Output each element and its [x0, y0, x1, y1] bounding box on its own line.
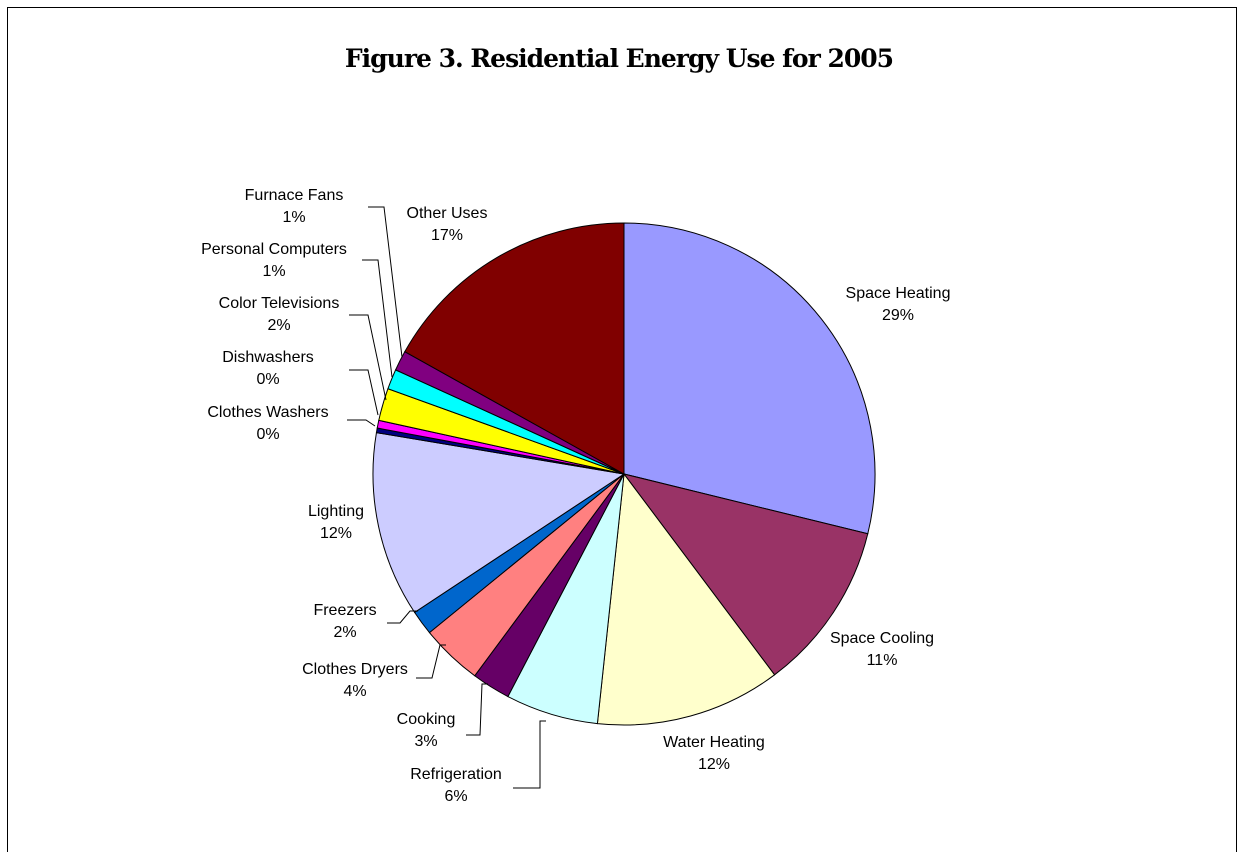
leader-line-dishwashers [349, 369, 379, 416]
slice-label-color-televisions: Color Televisions 2% [219, 295, 340, 334]
leader-line-clothes-dryers [416, 644, 446, 679]
slice-label-cooking: Cooking 3% [397, 711, 456, 750]
slice-label-space-cooling: Space Cooling 11% [830, 630, 934, 669]
pie-slice-water-heating [596, 472, 776, 726]
slice-label-lighting: Lighting 12% [308, 503, 364, 542]
slice-label-refrigeration: Refrigeration 6% [410, 766, 502, 805]
leader-line-freezers [387, 610, 418, 624]
pie-slice-space-heating [623, 222, 876, 535]
leader-line-refrigeration [513, 720, 546, 789]
slice-label-clothes-washers: Clothes Washers 0% [207, 404, 328, 443]
pie-slice-other-uses [404, 222, 625, 475]
chart-title: Figure 3. Residential Energy Use for 200… [344, 44, 894, 73]
slice-label-dishwashers: Dishwashers 0% [222, 349, 314, 388]
leader-line-clothes-washers [347, 419, 376, 427]
leader-line-color-televisions [349, 314, 387, 401]
slice-label-space-heating: Space Heating 29% [846, 285, 951, 324]
slice-label-clothes-dryers: Clothes Dryers 4% [302, 661, 408, 700]
pie-slice-lighting [372, 432, 626, 614]
pie-slice-space-cooling [622, 473, 869, 676]
leader-line-furnace-fans [368, 206, 403, 358]
leader-line-personal-computers [362, 259, 393, 378]
slice-label-personal-computers: Personal Computers 1% [201, 241, 347, 280]
leader-line-cooking [466, 683, 488, 736]
slice-label-furnace-fans: Furnace Fans 1% [245, 187, 344, 226]
slice-label-freezers: Freezers 2% [313, 602, 376, 641]
slice-label-other-uses: Other Uses 17% [407, 205, 488, 244]
slice-label-water-heating: Water Heating 12% [663, 734, 765, 773]
chart-area [7, 7, 1237, 852]
